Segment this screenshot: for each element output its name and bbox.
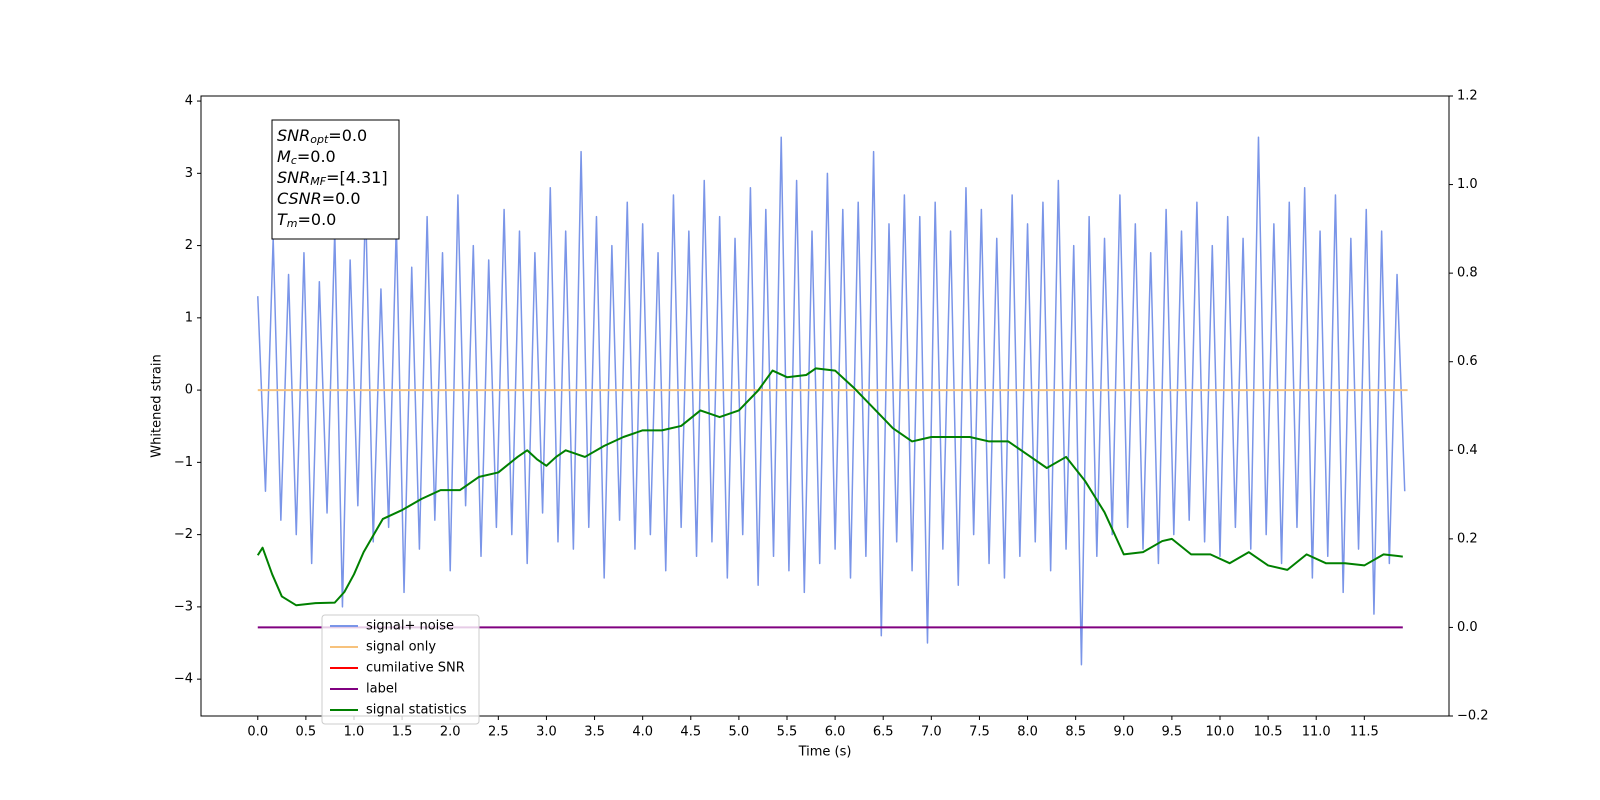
y2-tick-label: 0.6 [1457, 354, 1478, 369]
x-tick-label: 5.0 [729, 725, 750, 740]
y-tick-label: 2 [185, 238, 193, 253]
y-tick-label: −2 [174, 527, 193, 542]
legend-label: signal statistics [366, 703, 467, 718]
x-tick-label: 10.5 [1254, 725, 1283, 740]
x-tick-label: 3.5 [584, 725, 605, 740]
x-tick-label: 4.5 [680, 725, 701, 740]
annotation-subscript: opt [310, 133, 329, 146]
annotation-value: =0.0 [328, 126, 367, 145]
y2-tick-label: 1.0 [1457, 177, 1478, 192]
annotation-symbol: SNR [277, 168, 310, 187]
y-tick-label: −3 [174, 599, 193, 614]
y2-tick-label: 0.4 [1457, 443, 1478, 458]
x-axis-label: Time (s) [798, 745, 852, 760]
annotation-subscript: c [291, 154, 297, 167]
x-tick-label: 5.5 [777, 725, 798, 740]
x-tick-label: 11.0 [1302, 725, 1331, 740]
legend: signal+ noise signal only cumilative SNR la… [321, 614, 480, 725]
y-tick-label: 4 [185, 94, 193, 109]
y2-tick-label: 0.0 [1457, 620, 1478, 635]
x-tick-label: 0.0 [247, 725, 268, 740]
annotation-symbol: T [277, 210, 288, 229]
y-tick-label: 0 [185, 383, 193, 398]
annotation-line: Tm=0.0 [277, 210, 336, 231]
x-tick-label: 0.5 [296, 725, 317, 740]
y-tick-label: 1 [185, 310, 193, 325]
legend-label: label [366, 682, 397, 697]
annotation-frame [271, 119, 400, 240]
x-tick-label: 4.0 [632, 725, 653, 740]
x-tick-label: 8.5 [1065, 725, 1086, 740]
x-tick-label: 10.0 [1206, 725, 1235, 740]
annotation-line: SNRMF=[4.31] [277, 168, 388, 189]
annotation-value: =0.0 [297, 147, 336, 166]
annotation-line: CSNR=0.0 [277, 189, 361, 208]
annotation-box: SNRopt=0.0Mc=0.0SNRMF=[4.31]CSNR=0.0Tm=0… [271, 119, 400, 240]
x-tick-label: 11.5 [1350, 725, 1379, 740]
legend-label: cumilative SNR [366, 661, 465, 676]
annotation-symbol: CSNR [277, 189, 322, 208]
y2-tick-label: 0.2 [1457, 531, 1478, 546]
x-tick-label: 9.5 [1162, 725, 1183, 740]
x-tick-label: 2.5 [488, 725, 509, 740]
legend-frame [321, 614, 480, 725]
x-tick-label: 2.0 [440, 725, 461, 740]
annotation-value: =0.0 [298, 210, 337, 229]
y2-tick-label: 0.8 [1457, 266, 1478, 281]
legend-label: signal+ noise [366, 619, 454, 634]
y-tick-label: 3 [185, 166, 193, 181]
x-tick-label: 9.0 [1113, 725, 1134, 740]
annotation-line: SNRopt=0.0 [277, 126, 367, 147]
x-tick-label: 3.0 [536, 725, 557, 740]
annotation-subscript: m [287, 217, 298, 230]
series-line [257, 136, 1406, 666]
annotation-symbol: SNR [277, 126, 310, 145]
annotation-subscript: MF [310, 175, 326, 188]
x-tick-label: 7.0 [921, 725, 942, 740]
x-tick-label: 1.5 [392, 725, 413, 740]
axes-frame [200, 95, 1450, 717]
annotation-value: =[4.31] [326, 168, 388, 187]
y2-tick-label: 1.2 [1457, 89, 1478, 104]
y-tick-label: −4 [174, 672, 193, 687]
x-tick-label: 1.0 [344, 725, 365, 740]
x-tick-label: 7.5 [969, 725, 990, 740]
x-tick-label: 6.0 [825, 725, 846, 740]
series-line [256, 367, 1403, 607]
annotation-line: Mc=0.0 [277, 147, 336, 168]
x-tick-label: 8.0 [1017, 725, 1038, 740]
y-tick-label: −1 [174, 455, 193, 470]
legend-label: signal only [366, 640, 436, 655]
annotation-value: =0.0 [322, 189, 361, 208]
annotation-symbol: M [277, 147, 291, 166]
x-tick-label: 6.5 [873, 725, 894, 740]
y-axis-label: Whitened strain [150, 354, 165, 457]
y2-tick-label: −0.2 [1457, 709, 1489, 724]
